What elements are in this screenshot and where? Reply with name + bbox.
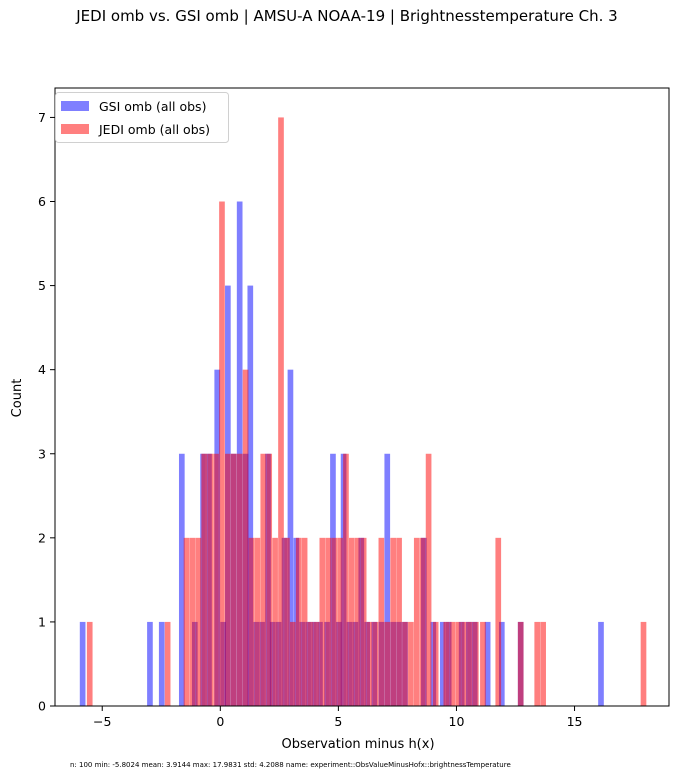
histogram-bar	[289, 621, 296, 706]
histogram-bar	[349, 537, 355, 706]
legend-label-jedi: JEDI omb (all obs)	[98, 122, 210, 137]
histogram-bar	[598, 621, 604, 706]
histogram-bar	[278, 117, 284, 707]
histogram-bar	[247, 285, 254, 706]
histogram-bar	[480, 621, 486, 706]
histogram-bar	[313, 621, 320, 706]
histogram-bar	[640, 621, 647, 706]
plot-frame	[54, 87, 670, 707]
histogram-bar	[331, 537, 337, 706]
histogram-bar	[287, 369, 294, 706]
histogram-bar	[498, 621, 505, 706]
histogram-bar	[534, 621, 541, 706]
histogram-bar	[272, 537, 278, 706]
histogram-bar	[413, 537, 420, 706]
x-axis: −5 0 5 10 15	[93, 706, 582, 729]
y-tick-label: 6	[38, 194, 46, 209]
histogram-bar	[79, 621, 86, 706]
histogram-bar	[207, 453, 213, 706]
y-tick-label: 1	[38, 614, 46, 629]
histogram-bar	[325, 537, 332, 706]
histogram-bar	[443, 621, 450, 706]
histogram-bar	[236, 453, 243, 706]
histogram-bar	[517, 621, 524, 706]
legend-swatch-gsi	[61, 101, 89, 111]
histogram-bar	[384, 621, 391, 706]
stats-line: n: 100 min: -5.8024 mean: 3.9144 max: 17…	[70, 761, 511, 769]
histogram-bar	[461, 621, 467, 706]
histogram-bar	[225, 453, 231, 706]
y-tick-label: 4	[38, 362, 46, 377]
histogram-bar	[384, 453, 391, 706]
histogram-bar	[408, 621, 414, 706]
histogram-bar	[301, 537, 308, 706]
histogram-bar	[266, 453, 273, 706]
histogram-bar	[195, 537, 202, 706]
histogram-bar	[419, 537, 426, 706]
y-axis-label: Count	[10, 379, 25, 418]
histogram-bar	[183, 537, 190, 706]
histogram-bar	[284, 537, 290, 706]
histogram-bar	[366, 621, 373, 706]
histogram-bar	[295, 537, 302, 706]
histogram-bar	[236, 201, 243, 706]
y-tick-label: 0	[38, 699, 46, 714]
histogram-bar	[213, 453, 219, 706]
y-tick-label: 5	[38, 278, 46, 293]
histogram-bar	[201, 453, 208, 706]
y-tick-label: 3	[38, 446, 46, 461]
histogram-bar	[254, 537, 261, 706]
bars-layer	[79, 117, 647, 707]
histogram-bar	[425, 453, 432, 706]
histogram-bar	[319, 537, 326, 706]
histogram-bar	[158, 621, 165, 706]
histogram-bar	[230, 453, 237, 706]
histogram-bar	[540, 621, 546, 706]
histogram-bar	[432, 621, 439, 706]
histogram-bar	[390, 537, 397, 706]
histogram-bar	[164, 621, 171, 706]
histogram-bar	[189, 537, 196, 706]
histogram-bar	[147, 621, 153, 706]
histogram-bar	[360, 537, 367, 706]
x-axis-label: Observation minus h(x)	[281, 737, 434, 752]
x-tick-label: 5	[334, 714, 342, 729]
histogram-bar	[495, 537, 502, 706]
histogram-bar	[219, 201, 225, 706]
y-tick-label: 7	[38, 110, 46, 125]
histogram-bar	[439, 621, 446, 706]
y-tick-label: 2	[38, 530, 46, 545]
histogram-bar	[378, 537, 385, 706]
histogram-bar	[260, 453, 267, 706]
histogram-bar	[472, 621, 479, 706]
series-jedi-bars	[86, 117, 647, 707]
y-axis: 0 1 2 3 4 5 6 7	[38, 110, 55, 714]
histogram-bar	[467, 621, 473, 706]
histogram-bar	[402, 621, 408, 706]
histogram-bar	[449, 621, 456, 706]
histogram-bar	[354, 537, 361, 706]
histogram-bar	[455, 621, 461, 706]
histogram-bar	[396, 537, 402, 706]
x-tick-label: 0	[216, 714, 224, 729]
histogram-bar	[343, 453, 349, 706]
x-tick-label: −5	[93, 714, 111, 729]
legend-label-gsi: GSI omb (all obs)	[99, 99, 206, 114]
histogram-bar	[372, 621, 379, 706]
histogram-bar	[484, 621, 491, 706]
histogram-bar	[248, 537, 255, 706]
legend-swatch-jedi	[61, 124, 89, 134]
histogram-bar	[86, 621, 93, 706]
x-tick-label: 15	[567, 714, 583, 729]
histogram-bar	[178, 453, 185, 706]
histogram-bar	[337, 537, 343, 706]
histogram-bar	[307, 621, 314, 706]
legend: GSI omb (all obs) JEDI omb (all obs)	[55, 92, 229, 143]
x-tick-label: 10	[449, 714, 465, 729]
histogram-bar	[242, 369, 249, 706]
legend-box	[55, 92, 229, 143]
chart-title: JEDI omb vs. GSI omb | AMSU-A NOAA-19 | …	[75, 7, 617, 25]
